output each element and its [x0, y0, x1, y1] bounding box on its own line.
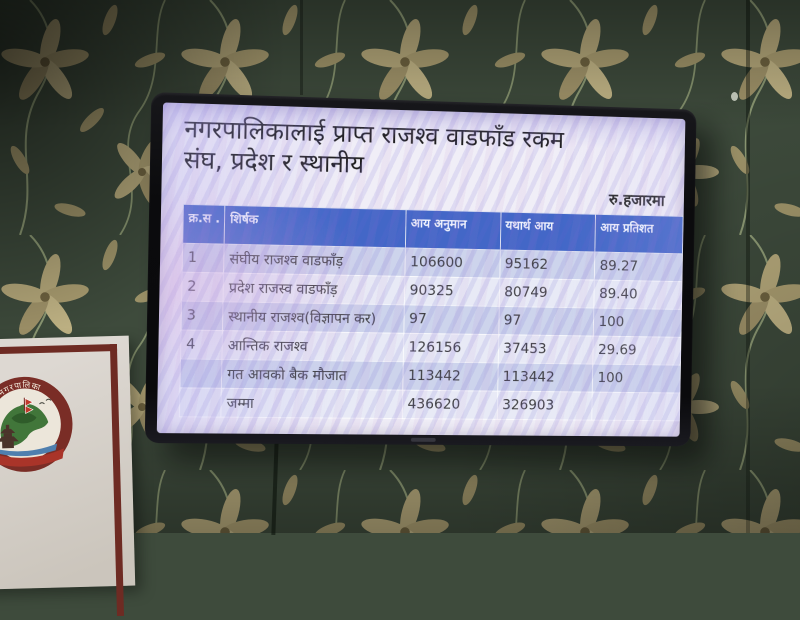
- cell-estimate: 113442: [402, 361, 498, 391]
- tv: नगरपालिकालाई प्राप्त राजश्व वाडफाँड रकम …: [144, 92, 697, 447]
- cell-sn: 3: [181, 300, 224, 331]
- cell-estimate: 97: [403, 304, 499, 335]
- cell-percent: [591, 391, 680, 421]
- cell-title: स्थानीय राजश्व(विज्ञापन कर): [222, 301, 405, 333]
- cell-actual: 95162: [499, 249, 595, 280]
- col-header-estimate: आय अनुमान: [405, 209, 501, 250]
- presentation-slide: नगरपालिकालाई प्राप्त राजश्व वाडफाँड रकम …: [157, 102, 686, 436]
- cell-sn: [179, 387, 222, 417]
- cell-estimate: 106600: [404, 247, 500, 278]
- wallpaper-fold: [746, 0, 750, 533]
- cell-title: आन्तिक राजश्व: [222, 330, 404, 362]
- tv-screen: नगरपालिकालाई प्राप्त राजश्व वाडफाँड रकम …: [156, 102, 686, 437]
- cell-percent: 89.27: [594, 251, 683, 282]
- table-row-total: जम्मा 436620 326903: [179, 387, 680, 421]
- framed-poster: नगरपालिका: [0, 335, 136, 620]
- municipality-emblem: नगरपालिका: [0, 376, 73, 472]
- col-header-actual: यथार्थ आय: [499, 211, 596, 252]
- revenue-table: क्र.स . शिर्षक आय अनुमान यथार्थ आय आय प्…: [179, 203, 684, 421]
- cell-sn: 1: [182, 242, 225, 273]
- wallpaper-seam: [300, 0, 303, 95]
- cell-actual: 326903: [496, 390, 593, 420]
- cell-title: जम्मा: [221, 387, 403, 419]
- cell-sn: 4: [180, 329, 223, 359]
- cell-actual: 97: [498, 305, 594, 336]
- cell-percent: 100: [592, 363, 681, 393]
- cell-actual: 80749: [498, 277, 595, 308]
- cell-percent: 100: [593, 307, 682, 337]
- cell-actual: 37453: [497, 334, 594, 364]
- cell-actual: 113442: [497, 362, 593, 392]
- tv-brand-mark: [410, 437, 436, 442]
- cell-title: संघीय राजश्व वाडफाँड़: [223, 243, 406, 276]
- cell-estimate: 90325: [404, 275, 500, 306]
- cell-estimate: 126156: [403, 332, 499, 363]
- col-header-percent: आय प्रतिशत: [594, 213, 684, 254]
- col-header-title: शिर्षक: [224, 204, 406, 248]
- cell-percent: 29.69: [592, 335, 681, 365]
- cell-sn: 2: [181, 271, 224, 302]
- cell-title: गत आवको बैक मौजात: [221, 358, 404, 390]
- col-header-sn: क्र.स .: [182, 203, 226, 244]
- cell-title: प्रदेश राजस्व वाडफाँड़: [223, 272, 405, 305]
- cell-estimate: 436620: [402, 389, 498, 419]
- cell-percent: 89.40: [593, 279, 682, 310]
- cell-sn: [179, 358, 223, 388]
- wall-speck: [731, 92, 738, 101]
